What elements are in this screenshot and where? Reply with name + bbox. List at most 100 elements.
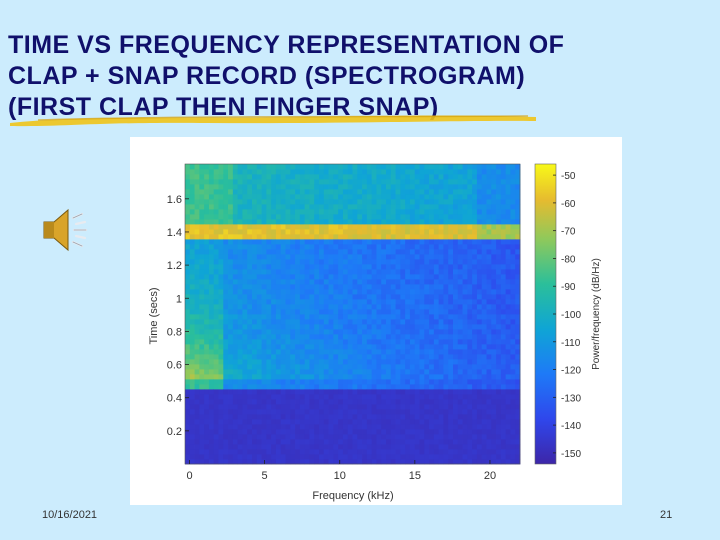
heatmap-cell xyxy=(242,384,248,390)
heatmap-cell xyxy=(199,264,205,270)
heatmap-cell xyxy=(185,239,191,245)
speaker-icon[interactable] xyxy=(40,202,102,258)
heatmap-cell xyxy=(223,249,229,255)
heatmap-cell xyxy=(381,189,387,195)
heatmap-cell xyxy=(376,289,382,295)
heatmap-cell xyxy=(285,409,291,415)
heatmap-cell xyxy=(476,379,483,385)
heatmap-cell xyxy=(319,349,325,355)
heatmap-cell xyxy=(424,399,430,405)
heatmap-cell xyxy=(400,164,406,170)
heatmap-cell xyxy=(476,454,483,460)
heatmap-cell xyxy=(505,314,511,320)
heatmap-cell xyxy=(371,379,377,385)
heatmap-cell xyxy=(299,189,306,195)
heatmap-cell xyxy=(271,394,277,400)
heatmap-cell xyxy=(204,404,210,410)
heatmap-cell xyxy=(247,334,253,340)
heatmap-cell xyxy=(381,419,387,425)
heatmap-cell xyxy=(429,169,435,175)
heatmap-cell xyxy=(515,204,521,210)
heatmap-cell xyxy=(424,454,430,460)
heatmap-cell xyxy=(405,179,411,185)
heatmap-cell xyxy=(237,399,243,405)
heatmap-cell xyxy=(333,429,339,435)
heatmap-cell xyxy=(271,384,277,390)
heatmap-cell xyxy=(515,404,521,410)
heatmap-cell xyxy=(515,439,521,445)
heatmap-cell xyxy=(376,429,382,435)
heatmap-cell xyxy=(328,214,334,220)
heatmap-cell xyxy=(252,239,258,245)
heatmap-cell xyxy=(266,444,272,450)
heatmap-cell xyxy=(467,244,473,250)
heatmap-cell xyxy=(204,284,210,290)
heatmap-cell xyxy=(414,269,420,275)
heatmap-cell xyxy=(472,409,478,415)
heatmap-cell xyxy=(453,204,459,210)
heatmap-cell xyxy=(261,169,267,175)
heatmap-cell xyxy=(510,209,516,215)
heatmap-cell xyxy=(443,354,449,360)
heatmap-cell xyxy=(218,229,224,235)
heatmap-cell xyxy=(218,409,224,415)
heatmap-cell xyxy=(395,444,401,450)
heatmap-cell xyxy=(285,339,291,345)
heatmap-cell xyxy=(252,279,258,285)
heatmap-cell xyxy=(266,329,272,335)
heatmap-cell xyxy=(515,344,521,350)
heatmap-cell xyxy=(347,229,353,235)
heatmap-cell xyxy=(199,399,205,405)
heatmap-cell xyxy=(323,449,329,455)
heatmap-cell xyxy=(328,189,334,195)
heatmap-cell xyxy=(319,244,325,250)
heatmap-cell xyxy=(290,244,296,250)
heatmap-cell xyxy=(505,364,511,370)
heatmap-cell xyxy=(405,449,411,455)
heatmap-cell xyxy=(256,374,262,380)
heatmap-cell xyxy=(208,369,215,375)
heatmap-cell xyxy=(338,454,344,460)
heatmap-cell xyxy=(347,209,353,215)
heatmap-cell xyxy=(204,244,210,250)
heatmap-cell xyxy=(295,409,301,415)
heatmap-cell xyxy=(433,234,440,240)
heatmap-cell xyxy=(280,349,286,355)
heatmap-cell xyxy=(366,274,373,280)
heatmap-cell xyxy=(481,349,487,355)
heatmap-cell xyxy=(462,244,468,250)
heatmap-cell xyxy=(280,194,286,200)
heatmap-cell xyxy=(496,344,502,350)
heatmap-cell xyxy=(256,354,262,360)
heatmap-cell xyxy=(352,389,358,395)
heatmap-cell xyxy=(185,249,191,255)
heatmap-cell xyxy=(381,209,387,215)
heatmap-cell xyxy=(309,419,315,425)
heatmap-cell xyxy=(409,209,416,215)
heatmap-cell xyxy=(266,269,272,275)
heatmap-cell xyxy=(232,289,239,295)
heatmap-cell xyxy=(515,359,521,365)
heatmap-cell xyxy=(194,279,200,285)
heatmap-cell xyxy=(505,239,511,245)
heatmap-cell xyxy=(357,319,363,325)
heatmap-cell xyxy=(199,394,205,400)
heatmap-cell xyxy=(476,194,483,200)
heatmap-cell xyxy=(510,224,516,230)
heatmap-cell xyxy=(266,224,272,230)
heatmap-cell xyxy=(290,309,296,315)
heatmap-cell xyxy=(323,319,329,325)
heatmap-cell xyxy=(213,164,219,170)
heatmap-cell xyxy=(419,369,425,375)
heatmap-cell xyxy=(295,319,301,325)
heatmap-cell xyxy=(213,279,219,285)
heatmap-cell xyxy=(218,269,224,275)
heatmap-cell xyxy=(405,334,411,340)
heatmap-cell xyxy=(352,404,358,410)
heatmap-cell xyxy=(400,304,406,310)
heatmap-cell xyxy=(424,279,430,285)
heatmap-cell xyxy=(505,304,511,310)
heatmap-cell xyxy=(438,284,444,290)
heatmap-cell xyxy=(285,439,291,445)
heatmap-cell xyxy=(290,249,296,255)
